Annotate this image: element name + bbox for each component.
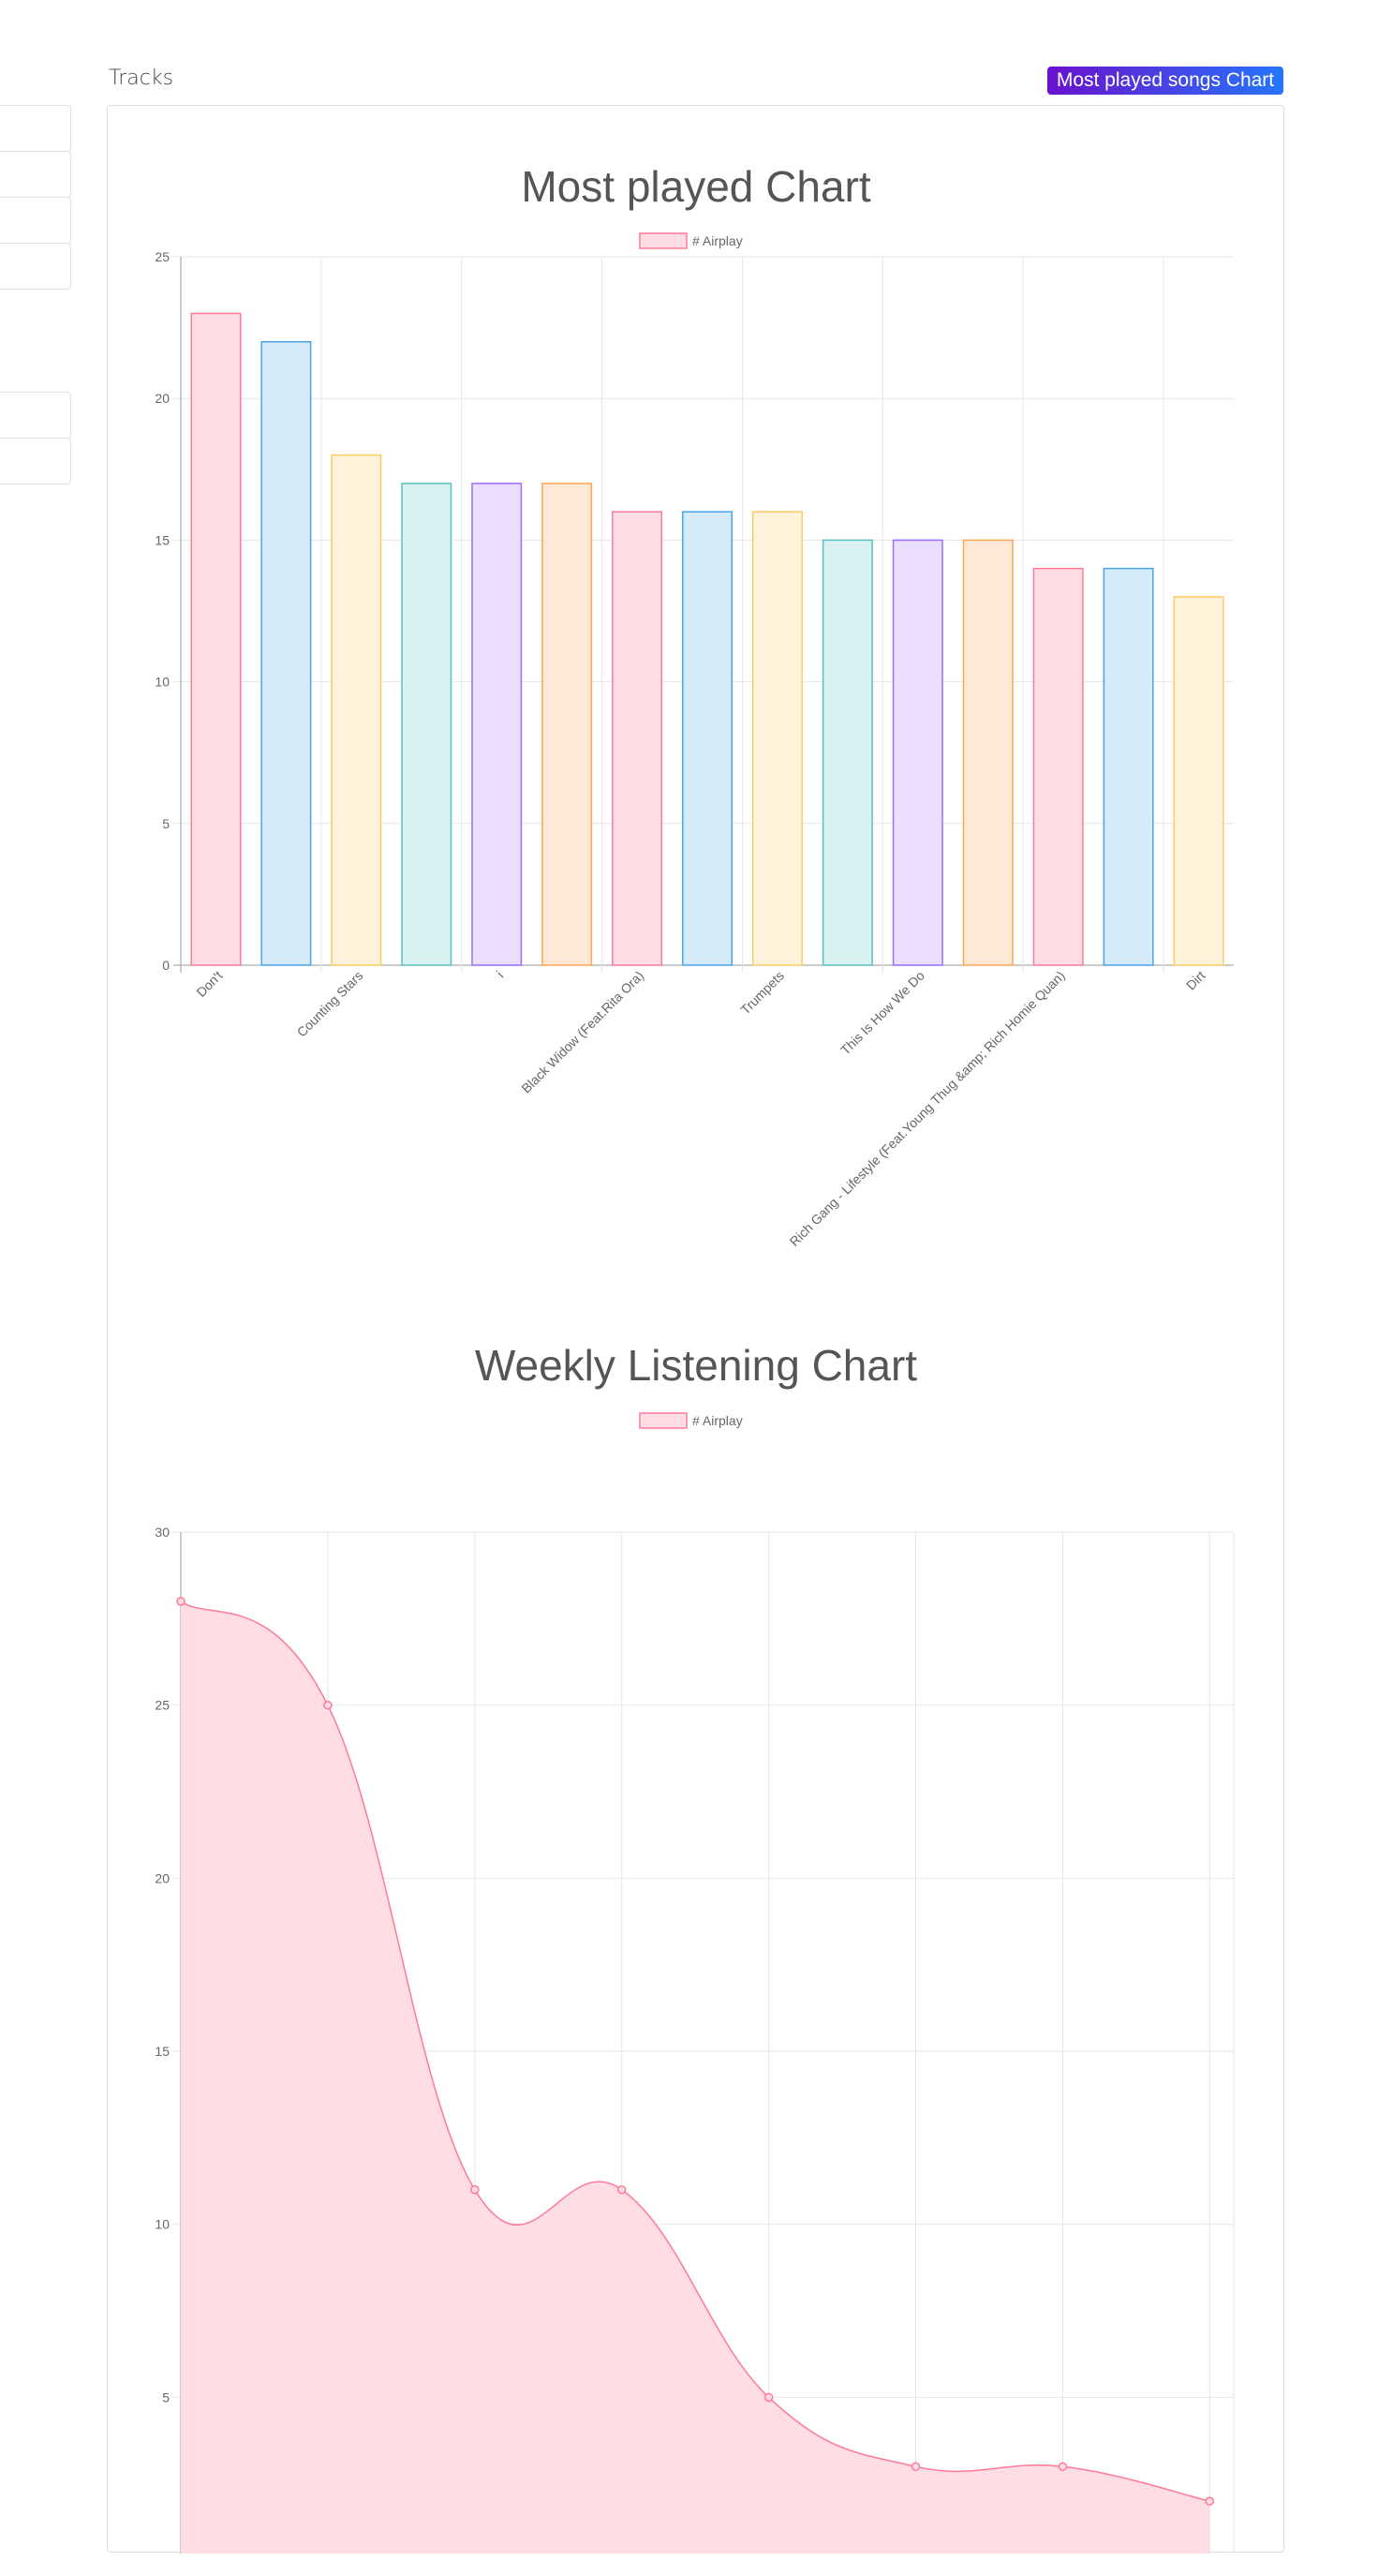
data-point[interactable] [763, 2392, 774, 2403]
area-y-tick-label: 20 [155, 1870, 170, 1885]
bar[interactable] [1173, 596, 1224, 966]
bar-x-tick-label: Trumpets [737, 968, 787, 1018]
bar-chart-grid [173, 256, 1234, 973]
bar-chart-legend[interactable]: # Airplay [639, 232, 743, 249]
sidebar-item[interactable] [0, 197, 71, 244]
sidebar-list-top [0, 105, 71, 290]
bar[interactable] [190, 312, 242, 966]
area-chart-legend[interactable]: # Airplay [639, 1412, 743, 1429]
area-y-tick-label: 25 [155, 1698, 170, 1713]
bar-x-tick-label: Rich Gang - Lifestyle (Feat.Young Thug &… [787, 968, 1068, 1249]
bar[interactable] [331, 454, 382, 966]
bar[interactable] [471, 483, 523, 966]
area-y-tick-label: 5 [162, 2390, 170, 2405]
area-chart-points [176, 1597, 1215, 2506]
bar-y-tick-label: 0 [162, 958, 170, 973]
data-point[interactable] [323, 1700, 333, 1710]
bar-y-tick-label: 15 [155, 532, 170, 547]
area-y-tick-label: 15 [155, 2044, 170, 2059]
bar-x-tick-label: Dirt [1183, 968, 1208, 993]
data-point[interactable] [470, 2184, 480, 2195]
bar[interactable] [751, 511, 803, 966]
bar[interactable] [1032, 567, 1084, 966]
data-point[interactable] [911, 2462, 921, 2471]
bar[interactable] [612, 511, 663, 966]
bar[interactable] [682, 511, 733, 966]
bar-y-tick-label: 5 [162, 816, 170, 831]
bar-y-tick-label: 25 [155, 249, 170, 264]
bar-x-tick-label: Counting Stars [294, 968, 366, 1040]
bar[interactable] [822, 539, 873, 966]
data-point[interactable] [1205, 2496, 1215, 2506]
area-chart-title: Weekly Listening Chart [475, 1341, 917, 1390]
data-point[interactable] [1058, 2462, 1068, 2471]
bar[interactable] [401, 483, 452, 966]
area-chart-y-axis: 051015202530 [155, 1525, 170, 2405]
sidebar-item[interactable] [0, 438, 71, 484]
area-fill [181, 1601, 1210, 2554]
bar-x-tick-label: i [494, 968, 507, 981]
bar[interactable] [541, 483, 593, 966]
area-y-tick-label: 10 [155, 2217, 170, 2232]
sidebar-item[interactable] [0, 151, 71, 198]
bar-chart: Most played Chart # Airplay 0 5 10 15 20 25 D… [155, 162, 1234, 1249]
charts-card: Most played Chart # Airplay 0 5 10 15 20 25 D… [107, 105, 1284, 2554]
bar-legend-swatch [639, 232, 688, 249]
bar-x-tick-label: Black Widow (Feat.Rita Ora) [518, 968, 646, 1096]
sidebar-item[interactable] [0, 243, 71, 290]
area-chart: Weekly Listening Chart # Airplay 0510152… [155, 1341, 1235, 2554]
bar-y-tick-label: 10 [155, 675, 170, 690]
most-played-chart-button[interactable]: Most played songs Chart [1047, 67, 1283, 95]
bar[interactable] [962, 539, 1014, 966]
area-y-tick-label: 30 [155, 1525, 170, 1540]
area-legend-swatch [639, 1412, 688, 1429]
bar[interactable] [260, 340, 312, 966]
data-point[interactable] [176, 1597, 185, 1606]
bar-chart-bars [190, 312, 1224, 966]
bar-x-tick-label: Don't [193, 968, 225, 1000]
bar-legend-label: # Airplay [692, 233, 743, 248]
bar-x-tick-label: This Is How We Do [837, 968, 927, 1058]
bar-y-tick-label: 20 [155, 391, 170, 406]
bar-chart-x-axis: Don't Counting Stars i Black Widow (Feat.Ri… [193, 968, 1208, 1249]
sidebar-item[interactable] [0, 392, 71, 439]
sidebar-item[interactable] [0, 105, 71, 152]
bar[interactable] [1103, 567, 1154, 966]
sidebar-list-bottom [0, 392, 71, 484]
area-legend-label: # Airplay [692, 1413, 743, 1428]
page-title: Tracks [109, 67, 174, 90]
data-point[interactable] [616, 2184, 627, 2195]
bar-chart-title: Most played Chart [521, 162, 870, 211]
bar-chart-y-axis: 0 5 10 15 20 25 [155, 249, 170, 973]
bar[interactable] [892, 539, 943, 966]
